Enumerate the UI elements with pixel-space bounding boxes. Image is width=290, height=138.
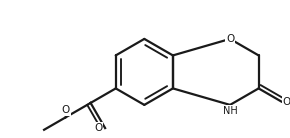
Text: O: O — [283, 97, 290, 107]
Text: NH: NH — [223, 106, 238, 116]
Text: O: O — [61, 104, 70, 115]
Text: O: O — [226, 34, 234, 44]
Text: O: O — [94, 123, 102, 133]
